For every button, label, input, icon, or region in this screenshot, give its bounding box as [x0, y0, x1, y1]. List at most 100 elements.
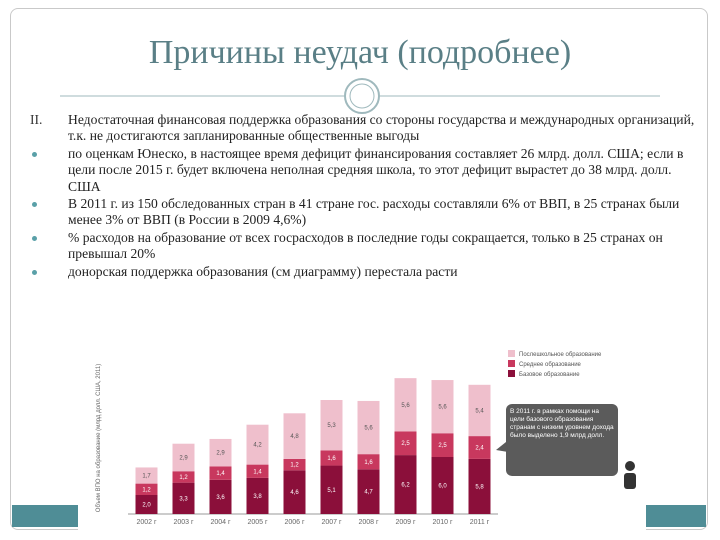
item-text: В 2011 г. из 150 обследованных стран в 4…: [68, 196, 680, 228]
data-label: 6,2: [401, 483, 410, 489]
data-label: 4,7: [364, 490, 373, 496]
data-label: 1,6: [327, 456, 336, 462]
bar-segment: [209, 479, 232, 514]
bar-segment: [246, 424, 269, 465]
bullet-list: II. Недостаточная финансовая поддержка об…: [30, 112, 702, 281]
data-label: 1,6: [364, 460, 373, 466]
item-text: % расходов на образование от всех госрас…: [68, 229, 663, 262]
data-label: 5,4: [475, 408, 484, 414]
bar-segment: [283, 470, 306, 514]
data-label: 2,5: [401, 441, 410, 447]
bar-segment: [135, 467, 158, 484]
data-label: 5,6: [364, 426, 373, 432]
data-label: 5,8: [475, 484, 484, 490]
legend-label: Базовое образование: [519, 372, 580, 378]
data-label: 2,5: [438, 443, 447, 449]
data-label: 5,6: [438, 405, 447, 411]
data-label: 1,2: [142, 487, 151, 493]
bar-segment: [394, 455, 417, 514]
bar-segment: [394, 378, 417, 432]
data-label: 3,8: [253, 494, 262, 500]
bar-segment: [431, 433, 454, 457]
item-text: донорская поддержка образования (см диаг…: [68, 263, 458, 279]
bullet-item: % расходов на образование от всех госрас…: [30, 230, 702, 263]
x-tick-label: 2005 г: [247, 519, 268, 526]
data-label: 2,9: [216, 451, 225, 457]
data-label: 3,6: [216, 495, 225, 501]
item-text: по оценкам Юнеско, в настоящее время деф…: [68, 145, 684, 194]
x-tick-label: 2008 г: [358, 519, 379, 526]
bar-segment: [357, 454, 380, 470]
bar-segment: [357, 400, 380, 455]
bullet: [32, 269, 37, 275]
legend-swatch: [508, 350, 515, 357]
bar-segment: [172, 471, 195, 483]
data-label: 1,2: [290, 463, 299, 469]
data-label: 2,9: [179, 455, 188, 461]
x-tick-label: 2006 г: [284, 519, 305, 526]
data-label: 1,7: [142, 474, 151, 480]
bar-segment: [135, 483, 158, 495]
bullet-item: донорская поддержка образования (см диаг…: [30, 264, 702, 280]
legend-swatch: [508, 370, 515, 377]
data-label: 3,3: [179, 496, 188, 502]
data-label: 4,6: [290, 490, 299, 496]
data-label: 2,0: [142, 503, 151, 509]
bar-segment: [246, 464, 269, 478]
bullet: [32, 235, 37, 241]
legend-label: Среднее образование: [519, 362, 582, 368]
x-tick-label: 2004 г: [210, 519, 231, 526]
bar-segment: [394, 431, 417, 456]
item-text: Недостаточная финансовая поддержка образ…: [68, 112, 695, 144]
bar-segment: [172, 482, 195, 514]
bar-segment: [320, 400, 343, 451]
legend-label: Послешкольное образование: [519, 352, 602, 358]
bar-segment: [357, 469, 380, 514]
x-tick-label: 2009 г: [395, 519, 416, 526]
bar-segment: [431, 457, 454, 514]
data-label: 2,4: [475, 446, 484, 452]
slide-title: Причины неудач (подробнее): [148, 34, 572, 71]
bar-segment: [320, 450, 343, 466]
annotation-box: [506, 404, 618, 476]
x-tick-label: 2003 г: [173, 519, 194, 526]
x-tick-label: 2007 г: [321, 519, 342, 526]
annotation-pointer: [496, 442, 508, 452]
bar-segment: [468, 458, 491, 514]
bar-segment: [135, 495, 158, 514]
y-axis-label: Объем ВПО на образование (млрд долл. США…: [96, 364, 102, 512]
bullet-item: по оценкам Юнеско, в настоящее время деф…: [30, 146, 702, 195]
data-label: 1,4: [216, 471, 225, 477]
annotation: В 2011 г. в рамках помощи на цели базово…: [510, 408, 614, 439]
chart: Объем ВПО на образование (млрд долл. США…: [78, 342, 646, 532]
data-label: 5,1: [327, 488, 336, 494]
bar-segment: [320, 465, 343, 514]
bar-segment: [209, 438, 232, 467]
data-label: 1,4: [253, 469, 262, 475]
x-tick-label: 2011 г: [470, 519, 490, 526]
annotation-text: В 2011 г. в рамках помощи на цели базово…: [510, 408, 614, 439]
data-label: 5,3: [327, 423, 336, 429]
person-icon: [624, 473, 636, 489]
item-marker: II.: [30, 112, 43, 127]
data-label: 1,2: [179, 475, 188, 481]
data-label: 4,2: [253, 443, 262, 449]
bullet: [32, 202, 37, 208]
bar-segment: [246, 477, 269, 514]
data-label: 5,6: [401, 403, 410, 409]
bar-segment: [283, 413, 306, 459]
bar-segment: [283, 458, 306, 471]
data-label: 4,8: [290, 434, 299, 440]
bullet-item: II. Недостаточная финансовая поддержка об…: [30, 112, 702, 145]
bar-segment: [468, 436, 491, 459]
bar-segment: [431, 380, 454, 434]
bar-segment: [209, 466, 232, 480]
person-icon: [625, 461, 635, 471]
bar-segment: [172, 443, 195, 472]
x-tick-label: 2010 г: [432, 519, 453, 526]
bullet: [32, 151, 37, 157]
legend-swatch: [508, 360, 515, 367]
bullet-item: В 2011 г. из 150 обследованных стран в 4…: [30, 196, 702, 229]
